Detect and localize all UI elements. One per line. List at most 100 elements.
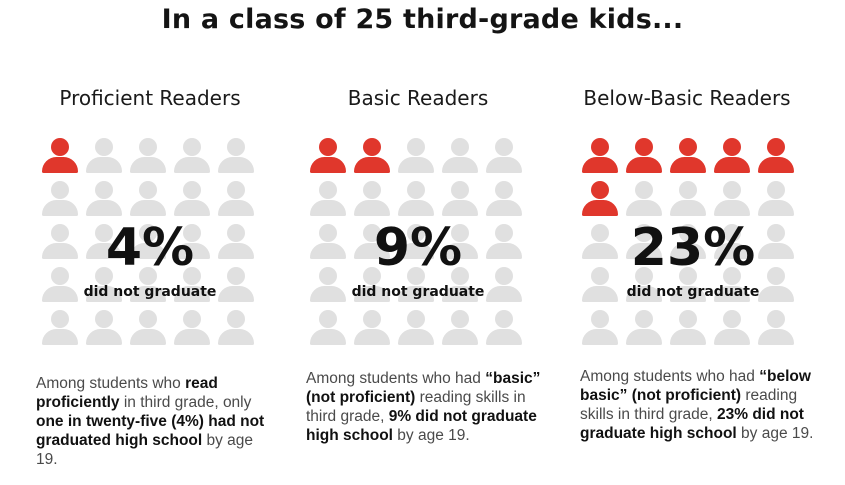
description-emphasis: 9% did not graduate high school bbox=[306, 408, 537, 444]
person-icon bbox=[711, 222, 753, 265]
person-icon bbox=[623, 179, 665, 222]
description-emphasis: “below basic” (not proficient) bbox=[580, 368, 811, 404]
panel-heading: Below-Basic Readers bbox=[583, 86, 791, 110]
person-icon-highlighted bbox=[667, 136, 709, 179]
person-icon-highlighted bbox=[623, 136, 665, 179]
person-icon bbox=[307, 179, 349, 222]
person-icon bbox=[623, 308, 665, 351]
person-icon bbox=[39, 222, 81, 265]
description-text: Among students who had bbox=[306, 370, 486, 387]
person-icon bbox=[439, 308, 481, 351]
person-icon bbox=[711, 179, 753, 222]
person-icon bbox=[755, 308, 797, 351]
description-emphasis: 23% did not graduate high school bbox=[580, 406, 804, 442]
percent-caption: did not graduate bbox=[83, 284, 217, 300]
person-icon-highlighted bbox=[755, 136, 797, 179]
person-icon bbox=[623, 222, 665, 265]
person-icon bbox=[127, 308, 169, 351]
person-icon bbox=[171, 136, 213, 179]
person-icon bbox=[307, 308, 349, 351]
person-icon bbox=[395, 179, 437, 222]
person-icon bbox=[39, 179, 81, 222]
panel-description: Among students who had “below basic” (no… bbox=[580, 367, 830, 443]
person-icon bbox=[215, 308, 257, 351]
panel-heading: Basic Readers bbox=[347, 86, 489, 110]
person-icon bbox=[579, 265, 621, 308]
person-icon-highlighted bbox=[579, 136, 621, 179]
description-emphasis: read proficiently bbox=[36, 375, 218, 411]
person-icon-highlighted bbox=[39, 136, 81, 179]
description-text: by age 19. bbox=[736, 425, 814, 442]
description-emphasis: one in twenty-five (4%) had not graduate… bbox=[36, 413, 265, 449]
person-icon bbox=[351, 179, 393, 222]
person-icon bbox=[439, 136, 481, 179]
person-icon bbox=[667, 265, 709, 308]
person-icon bbox=[483, 308, 525, 351]
person-icon bbox=[711, 265, 753, 308]
person-icon bbox=[623, 265, 665, 308]
person-icon bbox=[483, 179, 525, 222]
person-icon-highlighted bbox=[351, 136, 393, 179]
person-icon bbox=[215, 136, 257, 179]
percent-caption: did not graduate bbox=[626, 284, 760, 300]
person-icon bbox=[667, 308, 709, 351]
person-icon bbox=[711, 308, 753, 351]
person-icon bbox=[351, 222, 393, 265]
person-icon bbox=[171, 265, 213, 308]
person-icon bbox=[39, 308, 81, 351]
person-icon bbox=[579, 308, 621, 351]
person-icon bbox=[215, 265, 257, 308]
person-icon bbox=[483, 265, 525, 308]
person-icon bbox=[439, 179, 481, 222]
person-icon-highlighted bbox=[307, 136, 349, 179]
person-icon bbox=[483, 222, 525, 265]
person-icon-highlighted bbox=[579, 179, 621, 222]
panel-description: Among students who read proficiently in … bbox=[36, 374, 268, 469]
person-icon bbox=[215, 179, 257, 222]
person-icon bbox=[171, 308, 213, 351]
description-text: reading skills in third grade, bbox=[580, 387, 798, 423]
person-icon bbox=[307, 222, 349, 265]
people-grid bbox=[39, 136, 257, 351]
person-icon bbox=[83, 136, 125, 179]
person-icon bbox=[127, 179, 169, 222]
description-text: in third grade, only bbox=[119, 394, 252, 411]
person-icon bbox=[439, 265, 481, 308]
panel-heading: Proficient Readers bbox=[59, 86, 241, 110]
person-icon bbox=[351, 308, 393, 351]
person-icon bbox=[83, 179, 125, 222]
percent-value: 4% bbox=[105, 218, 195, 278]
people-grid bbox=[307, 136, 525, 351]
person-icon bbox=[483, 136, 525, 179]
person-icon bbox=[127, 265, 169, 308]
person-icon bbox=[171, 179, 213, 222]
person-icon bbox=[395, 136, 437, 179]
description-text: by age 19. bbox=[392, 427, 470, 444]
percent-caption: did not graduate bbox=[351, 284, 485, 300]
description-text: Among students who had bbox=[580, 368, 760, 385]
person-icon bbox=[395, 265, 437, 308]
person-icon bbox=[439, 222, 481, 265]
person-icon bbox=[667, 179, 709, 222]
description-emphasis: “basic” (not proficient) bbox=[306, 370, 541, 406]
people-grid bbox=[579, 136, 797, 351]
person-icon bbox=[395, 308, 437, 351]
panel-description: Among students who had “basic” (not prof… bbox=[306, 369, 556, 445]
person-icon bbox=[755, 179, 797, 222]
person-icon-highlighted bbox=[711, 136, 753, 179]
person-icon bbox=[171, 222, 213, 265]
person-icon bbox=[351, 265, 393, 308]
person-icon bbox=[83, 308, 125, 351]
person-icon bbox=[83, 265, 125, 308]
person-icon bbox=[83, 222, 125, 265]
description-text: reading skills in third grade, bbox=[306, 389, 526, 425]
person-icon bbox=[667, 222, 709, 265]
person-icon bbox=[127, 136, 169, 179]
page-title: In a class of 25 third-grade kids... bbox=[161, 4, 684, 35]
percent-value: 23% bbox=[630, 218, 756, 278]
description-text: Among students who bbox=[36, 375, 186, 392]
person-icon bbox=[307, 265, 349, 308]
person-icon bbox=[39, 265, 81, 308]
person-icon bbox=[127, 222, 169, 265]
person-icon bbox=[755, 222, 797, 265]
